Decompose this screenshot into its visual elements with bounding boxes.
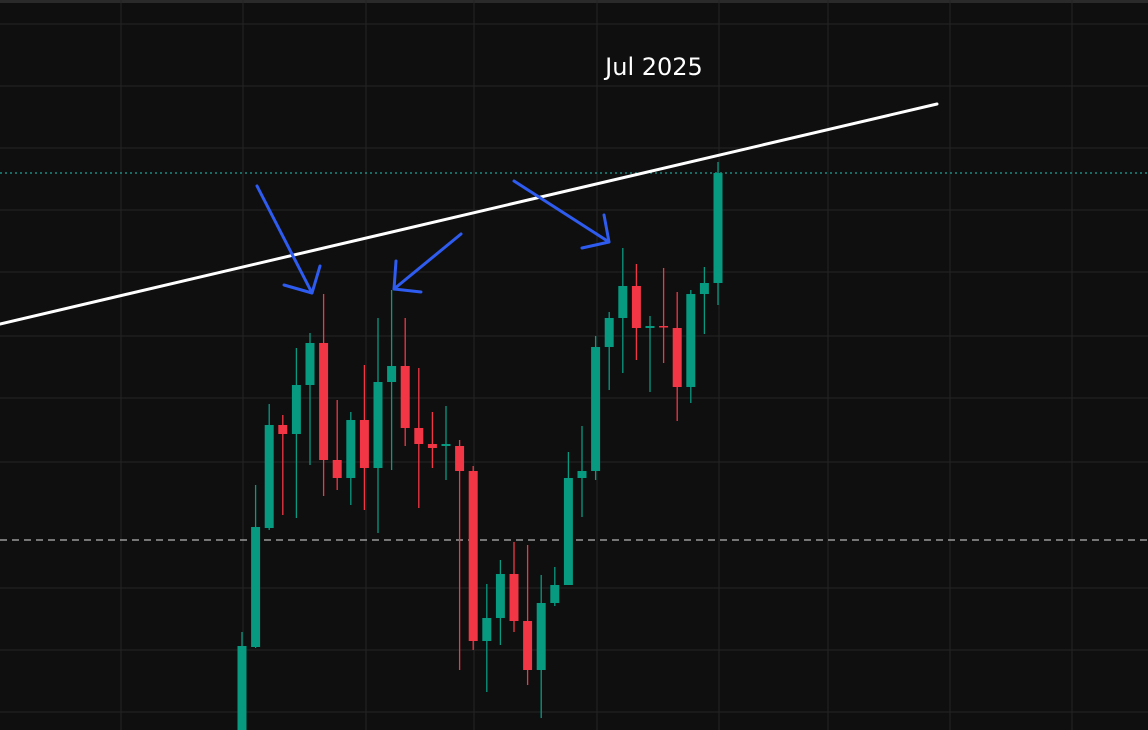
candles [237, 162, 723, 730]
candle-body [509, 574, 519, 621]
candle-body [591, 347, 601, 471]
candle-body [631, 286, 641, 328]
candle-body [618, 286, 628, 318]
candle-body [441, 444, 451, 446]
top-border [0, 0, 1148, 3]
candle-body [251, 527, 261, 647]
candle-body [414, 428, 424, 444]
candle-body [468, 471, 478, 641]
candle-body [359, 420, 369, 468]
candle-body [387, 366, 397, 382]
arrow[interactable] [255, 184, 322, 295]
candle-body [427, 444, 437, 448]
candle-body [332, 460, 342, 478]
candle-body [536, 603, 546, 670]
candle-body [291, 385, 301, 434]
candle-body [659, 326, 669, 328]
date-label: Jul 2025 [603, 53, 703, 81]
candle-body [645, 326, 655, 328]
candle-body [346, 420, 356, 478]
arrow[interactable] [512, 179, 611, 250]
candle-body [672, 328, 682, 387]
candle-body [713, 173, 723, 283]
arrows [255, 179, 611, 295]
candle-body [319, 343, 329, 460]
candle-body [373, 382, 383, 468]
candle-body [563, 478, 573, 585]
candle-body [495, 574, 505, 618]
candle-body [482, 618, 492, 641]
candle-body [264, 425, 274, 528]
arrow[interactable] [392, 232, 463, 294]
candle-body [305, 343, 315, 385]
candle-body [686, 294, 696, 387]
candle-body [577, 471, 587, 478]
candle-body [455, 446, 465, 471]
trend-line[interactable] [0, 102, 939, 326]
candle-body [604, 318, 614, 347]
candle-body [550, 585, 560, 603]
candle-body [278, 425, 288, 434]
candle-body [400, 366, 410, 428]
candle-body [699, 283, 709, 294]
candle-body [237, 646, 247, 730]
candle-body [523, 621, 533, 670]
